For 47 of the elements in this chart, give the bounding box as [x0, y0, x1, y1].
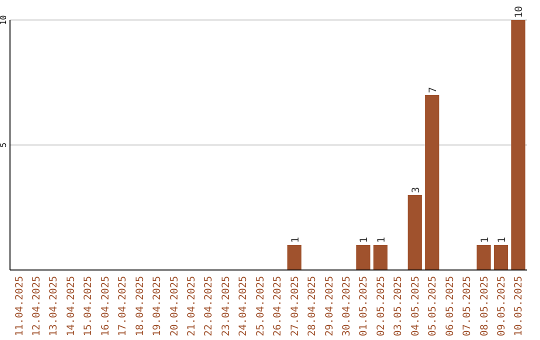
x-tick-label: 26.04.2025	[272, 276, 284, 336]
data-label: 10	[514, 6, 526, 18]
x-tick-label: 21.04.2025	[186, 276, 198, 336]
bar	[494, 245, 508, 270]
x-tick-label: 12.04.2025	[32, 276, 43, 336]
x-tick-label: 10.05.2025	[514, 276, 525, 336]
x-tick-label: 11.04.2025	[14, 276, 26, 336]
x-tick-label: 05.05.2025	[428, 276, 439, 336]
x-tick-label: 02.05.2025	[376, 276, 387, 336]
y-tick-label: 5	[0, 142, 8, 148]
bar	[287, 245, 302, 270]
x-tick-label: 23.04.2025	[220, 276, 232, 336]
data-label: 1	[496, 236, 508, 243]
data-label: 1	[480, 236, 491, 243]
x-tick-label: 25.04.2025	[255, 276, 266, 336]
bar	[373, 245, 388, 270]
x-tick-label: 20.04.2025	[169, 276, 180, 336]
x-tick-label: 07.05.2025	[462, 276, 474, 336]
x-tick-label: 30.04.2025	[342, 276, 352, 336]
data-label: 3	[410, 186, 422, 193]
x-tick-label: 28.04.2025	[307, 276, 318, 336]
x-tick-label: 06.05.2025	[444, 276, 456, 336]
x-tick-label: 14.04.2025	[66, 276, 77, 336]
bar	[356, 245, 370, 270]
bar	[408, 195, 422, 270]
bar	[476, 245, 491, 270]
x-tick-label: 19.04.2025	[152, 276, 164, 336]
x-tick-label: 08.05.2025	[479, 276, 490, 336]
x-tick-label: 29.04.2025	[324, 276, 336, 336]
x-tick-label: 13.04.2025	[48, 276, 60, 336]
data-label: 1	[359, 236, 370, 243]
x-tick-label: 04.05.2025	[410, 276, 422, 336]
x-tick-label: 18.04.2025	[134, 276, 146, 336]
bar	[425, 95, 440, 270]
x-tick-label: 27.04.2025	[290, 276, 301, 336]
x-tick-label: 16.04.2025	[100, 276, 112, 336]
data-label: 1	[290, 236, 302, 243]
x-tick-label: 17.04.2025	[118, 276, 129, 336]
x-tick-label: 09.05.2025	[496, 276, 508, 336]
x-tick-label: 03.05.2025	[393, 276, 404, 336]
x-tick-label: 22.04.2025	[204, 276, 215, 336]
x-tick-label: 24.04.2025	[238, 276, 250, 336]
data-label: 1	[376, 236, 388, 243]
x-tick-label: 01.05.2025	[358, 276, 370, 336]
data-label: 7	[428, 86, 440, 93]
bar	[511, 20, 526, 270]
x-tick-label: 15.04.2025	[83, 276, 94, 336]
